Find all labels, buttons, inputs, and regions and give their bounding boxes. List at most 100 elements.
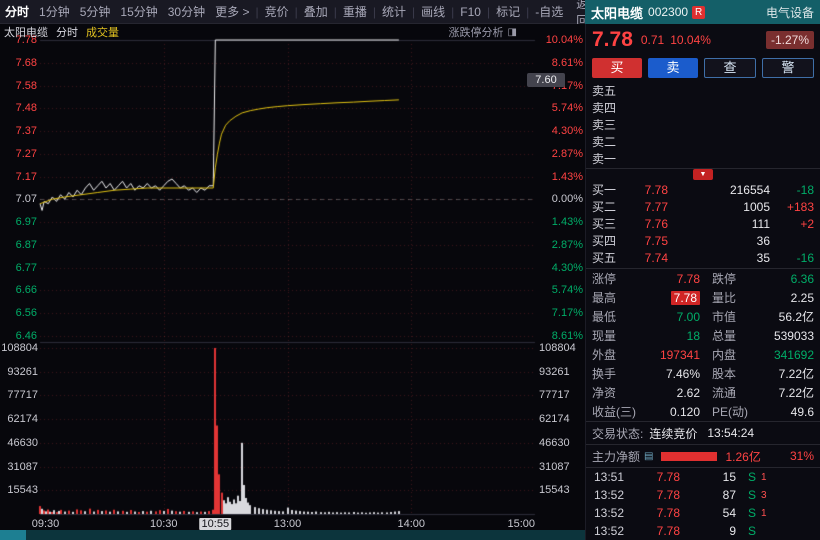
- ask-row[interactable]: 卖三: [586, 116, 820, 133]
- stat-label: 股本: [712, 367, 737, 381]
- stat-value-text: 7.78: [670, 290, 700, 305]
- stat-value: 56.2亿: [756, 308, 814, 325]
- level-label: 卖五: [592, 84, 617, 98]
- period-tab[interactable]: 5分钟: [79, 5, 111, 19]
- stat-row: 外盘 197341 内盘 341692: [586, 345, 820, 364]
- ask-row[interactable]: 卖二: [586, 133, 820, 150]
- toolbar-button[interactable]: 重播: [342, 5, 367, 19]
- pct-axis-label: 10.04%: [545, 34, 583, 46]
- vol-axis-label: 77717: [7, 389, 38, 402]
- stat-value: 197341: [648, 348, 700, 362]
- quote-panel: 7.78 0.71 10.04% -1.27% 买卖查警 卖五 卖四 卖三 卖二 卖一 …: [585, 24, 820, 540]
- main-flow-value: 1.26亿: [725, 449, 761, 464]
- tick-volume: 87: [722, 488, 736, 502]
- panel-toggle-icon[interactable]: ◨: [507, 26, 517, 38]
- bid-row[interactable]: 买一 7.78 216554 -18: [586, 181, 820, 198]
- toolbar-button[interactable]: 叠加: [303, 5, 328, 19]
- tick-count: 1: [761, 507, 767, 519]
- chart-title-period: 分时: [56, 27, 78, 39]
- vol-axis-label: 108804: [1, 342, 38, 354]
- stat-label: 收益(三): [592, 405, 636, 419]
- action-button-buy[interactable]: 买: [592, 58, 642, 78]
- chart-scrollbar-thumb[interactable]: [0, 530, 26, 540]
- tick-side: S: [748, 524, 757, 538]
- stat-row: 净资 2.62 流通 7.22亿: [586, 383, 820, 402]
- vol-axis-label: 108804: [539, 342, 576, 354]
- detail-list-icon[interactable]: ▤: [644, 450, 654, 462]
- tick-row: 13:51 7.78 15 S 1: [586, 468, 820, 486]
- period-tab[interactable]: 30分钟: [167, 5, 206, 19]
- ask-row[interactable]: 卖四: [586, 99, 820, 116]
- level-label: 买二: [592, 200, 617, 214]
- toolbar-button[interactable]: 竞价: [264, 5, 289, 19]
- toolbar-button[interactable]: 标记: [496, 5, 521, 19]
- stat-value-text: 2.25: [790, 290, 814, 305]
- vol-axis-label: 46630: [539, 436, 570, 449]
- book-divider: ▼: [586, 168, 820, 181]
- level-price: 7.75: [644, 233, 668, 248]
- price-change: 0.71: [640, 33, 665, 47]
- stat-value-text: 0.120: [669, 404, 700, 419]
- toolbar-button[interactable]: -自选: [535, 5, 564, 19]
- price-axis-label: 6.77: [15, 261, 37, 274]
- period-tab[interactable]: 更多 >: [215, 5, 250, 19]
- chart-title-stock: 太阳电缆: [4, 27, 48, 39]
- tick-time: 13:52: [594, 506, 625, 520]
- tick-time: 13:51: [594, 470, 625, 484]
- pct-axis-label: 1.43%: [551, 216, 583, 229]
- stat-value: 6.36: [756, 272, 814, 286]
- tick-row: 13:52 7.78 54 S 1: [586, 504, 820, 522]
- price-axis-label: 7.48: [15, 102, 37, 115]
- period-tab[interactable]: 1分钟: [39, 5, 70, 19]
- tick-row: 13:52 7.78 9 S: [586, 522, 820, 540]
- action-button-ghost[interactable]: 查: [704, 58, 756, 78]
- period-tab[interactable]: 15分钟: [120, 5, 158, 19]
- price-axis-label: 7.68: [15, 56, 37, 69]
- trade-status-row: 交易状态: 连续竞价 13:54:24: [586, 421, 820, 444]
- level-volume: 216554: [729, 182, 770, 197]
- stat-value: 7.78: [648, 290, 700, 305]
- bid-row[interactable]: 买四 7.75 36: [586, 232, 820, 249]
- tick-price: 7.78: [656, 470, 680, 484]
- stat-value: 7.22亿: [756, 384, 814, 401]
- chart-scrollbar[interactable]: [0, 530, 585, 540]
- stat-label: 市值: [712, 310, 737, 324]
- action-button-ghost[interactable]: 警: [762, 58, 814, 78]
- limit-analysis-label[interactable]: 涨跌停分析: [448, 27, 504, 39]
- time-axis-label: 14:00: [397, 518, 426, 530]
- price-axis-label: 6.46: [15, 330, 37, 342]
- bid-row[interactable]: 买五 7.74 35 -16: [586, 249, 820, 266]
- bid-row[interactable]: 买二 7.77 1005 +183: [586, 198, 820, 215]
- toolbar-button[interactable]: F10: [460, 4, 481, 19]
- stat-label: 净资: [592, 386, 617, 400]
- bid-row[interactable]: 买三 7.76 111 +2: [586, 215, 820, 232]
- stat-value-text: 7.78: [676, 271, 700, 286]
- toolbar-button[interactable]: 统计: [382, 5, 407, 19]
- main-flow-label: 主力净额: [592, 449, 641, 464]
- chart-header: 太阳电缆 分时 成交量 涨跌停分析 ◨: [0, 24, 585, 40]
- ask-row[interactable]: 卖一: [586, 150, 820, 167]
- expand-levels-button[interactable]: ▼: [693, 169, 713, 180]
- stat-label: 外盘: [592, 348, 617, 362]
- level-volume: 36: [756, 233, 770, 248]
- vol-axis-label: 15543: [7, 484, 38, 497]
- stat-value-text: 6.36: [790, 271, 814, 286]
- margin-r-flag: R: [692, 5, 706, 19]
- vol-axis-label: 93261: [7, 365, 38, 378]
- price-axis-label: 6.97: [15, 216, 37, 229]
- tick-volume: 54: [722, 506, 736, 520]
- toolbar-button[interactable]: 画线: [421, 5, 446, 19]
- stat-value: 539033: [756, 329, 814, 343]
- stat-value-text: 539033: [773, 328, 814, 343]
- sector-name[interactable]: 电气设备: [765, 5, 814, 20]
- action-button-sell[interactable]: 卖: [648, 58, 698, 78]
- pct-axis-label: 8.61%: [551, 56, 583, 69]
- stat-value-text: 7.22亿: [778, 386, 814, 400]
- level-label: 卖三: [592, 118, 617, 132]
- tick-side: S: [748, 506, 757, 520]
- ask-row[interactable]: 卖五: [586, 82, 820, 99]
- period-tab[interactable]: 分时: [5, 5, 30, 19]
- stat-label: 总量: [712, 329, 737, 343]
- chart-canvas[interactable]: [0, 24, 585, 540]
- vol-axis-label: 31087: [539, 460, 570, 473]
